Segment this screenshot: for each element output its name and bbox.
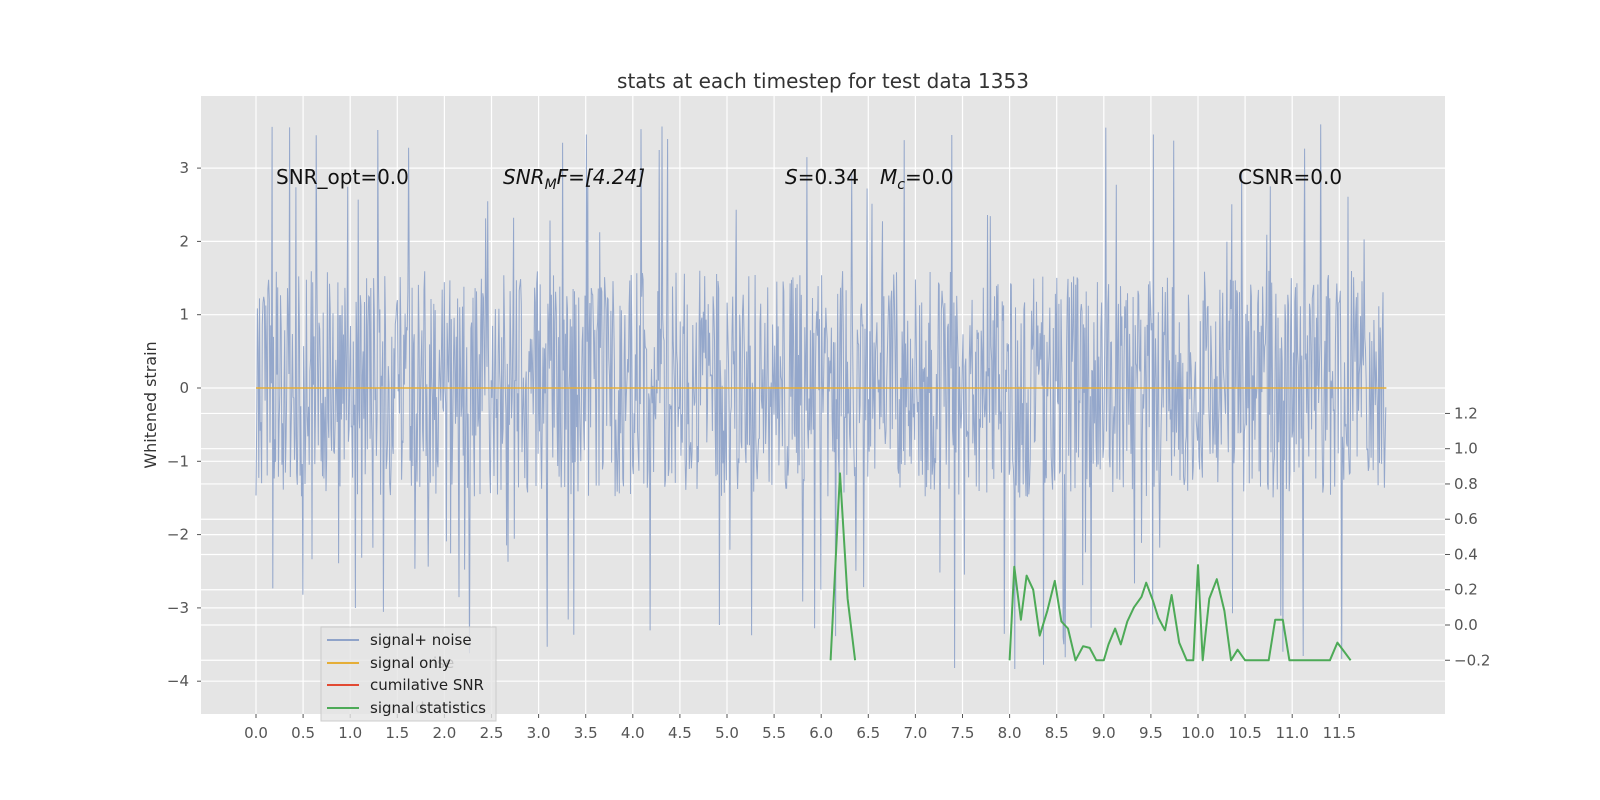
y-right-tick-label: 0.8 xyxy=(1454,475,1478,493)
annotation-snr-opt: SNR_opt=0.0 xyxy=(276,165,409,189)
x-tick-label: 0.5 xyxy=(291,724,315,742)
y-left-tick-label: −4 xyxy=(167,672,189,690)
x-tick-label: 7.5 xyxy=(951,724,975,742)
x-tick-label: 1.0 xyxy=(338,724,362,742)
annotation-snr-mf-tail: F=[4.24] xyxy=(557,165,645,189)
chart-title: stats at each timestep for test data 135… xyxy=(617,69,1029,93)
y-left-tick-label: 3 xyxy=(179,159,189,177)
x-tick-label: 4.0 xyxy=(621,724,645,742)
y-right-tick-label: 1.2 xyxy=(1454,404,1478,422)
x-tick-label: 10.5 xyxy=(1228,724,1261,742)
legend-label-signal-plus-noise: signal+ noise xyxy=(370,631,472,649)
legend-label-signal-statistics: signal statistics xyxy=(370,699,486,717)
x-tick-label: 4.5 xyxy=(668,724,692,742)
annotation-csnr: CSNR=0.0 xyxy=(1238,165,1342,189)
x-tick-label: 11.0 xyxy=(1275,724,1308,742)
x-tick-label: 3.5 xyxy=(574,724,598,742)
y-left-tick-label: 0 xyxy=(179,379,189,397)
x-tick-label: 9.0 xyxy=(1092,724,1116,742)
x-tick-label: 2.0 xyxy=(432,724,456,742)
x-tick-label: 2.5 xyxy=(480,724,504,742)
y-axis-label: Whitened strain xyxy=(141,341,160,468)
series-signal-statistics xyxy=(829,472,1352,662)
x-tick-label: 6.0 xyxy=(809,724,833,742)
legend-label-cumilative-snr: cumilative SNR xyxy=(370,676,484,694)
x-tick-label: 8.0 xyxy=(998,724,1022,742)
y-left-tick-label: 1 xyxy=(179,306,189,324)
annotation-s: S=0.34 xyxy=(785,165,859,189)
x-tick-label: 5.5 xyxy=(762,724,786,742)
x-axis-ticks: 0.0 0.5 1.0 1.5 2.0 2.5 3.0 3.5 4.0 4.5 5.0 5.5 6.0 6… xyxy=(244,714,1356,742)
annotation-snr-mf-name: SNR xyxy=(503,165,545,189)
y-left-tick-label: −1 xyxy=(167,452,189,470)
x-tick-label: 10.0 xyxy=(1181,724,1214,742)
annotation-mc: Mc=0.0 xyxy=(880,165,954,193)
annotation-mc-value: =0.0 xyxy=(905,165,954,189)
y-right-axis-ticks: 1.2 1.0 0.8 0.6 0.4 0.2 0.0 −0.2 xyxy=(1445,404,1490,669)
y-right-tick-label: 0.4 xyxy=(1454,545,1478,563)
y-right-tick-label: 0.0 xyxy=(1454,616,1478,634)
x-tick-label: 5.0 xyxy=(715,724,739,742)
x-tick-label: 0.0 xyxy=(244,724,268,742)
legend-label-signal-only: signal only xyxy=(370,654,451,672)
y-left-tick-label: 2 xyxy=(179,232,189,250)
annotation-snr-mf: SNRMF=[4.24] xyxy=(503,165,645,193)
annotation-s-value: =0.34 xyxy=(798,165,859,189)
signal-plus-noise-line xyxy=(255,124,1387,670)
y-right-tick-label: 0.2 xyxy=(1454,581,1478,599)
annotation-snr-mf-sub: M xyxy=(545,177,557,193)
annotation-s-name: S xyxy=(785,165,798,189)
annotation-mc-name: M xyxy=(880,165,897,189)
annotation-mc-sub: c xyxy=(897,177,905,193)
legend-box xyxy=(320,626,497,722)
legend-ghost-text-2: d xyxy=(415,699,425,717)
y-left-axis-ticks: 3 2 1 0 −1 −2 −3 −4 xyxy=(167,159,201,690)
y-right-tick-label: 0.6 xyxy=(1454,510,1478,528)
series-signal-plus-noise xyxy=(255,124,1387,670)
y-left-tick-label: −3 xyxy=(167,599,189,617)
legend-ghost-text-1: ise xyxy=(433,654,454,672)
x-tick-label: 6.5 xyxy=(856,724,880,742)
x-tick-label: 8.5 xyxy=(1045,724,1069,742)
x-tick-label: 9.5 xyxy=(1139,724,1163,742)
y-right-tick-label: 1.0 xyxy=(1454,440,1478,458)
y-left-tick-label: −2 xyxy=(167,526,189,544)
x-tick-label: 3.0 xyxy=(527,724,551,742)
y-right-tick-label: −0.2 xyxy=(1454,651,1490,669)
legend: signal+ noise ise signal only cumilative… xyxy=(320,626,497,722)
x-tick-label: 7.0 xyxy=(903,724,927,742)
x-tick-label: 1.5 xyxy=(385,724,409,742)
x-tick-label: 11.5 xyxy=(1323,724,1356,742)
signal-statistics-line xyxy=(829,472,1352,662)
